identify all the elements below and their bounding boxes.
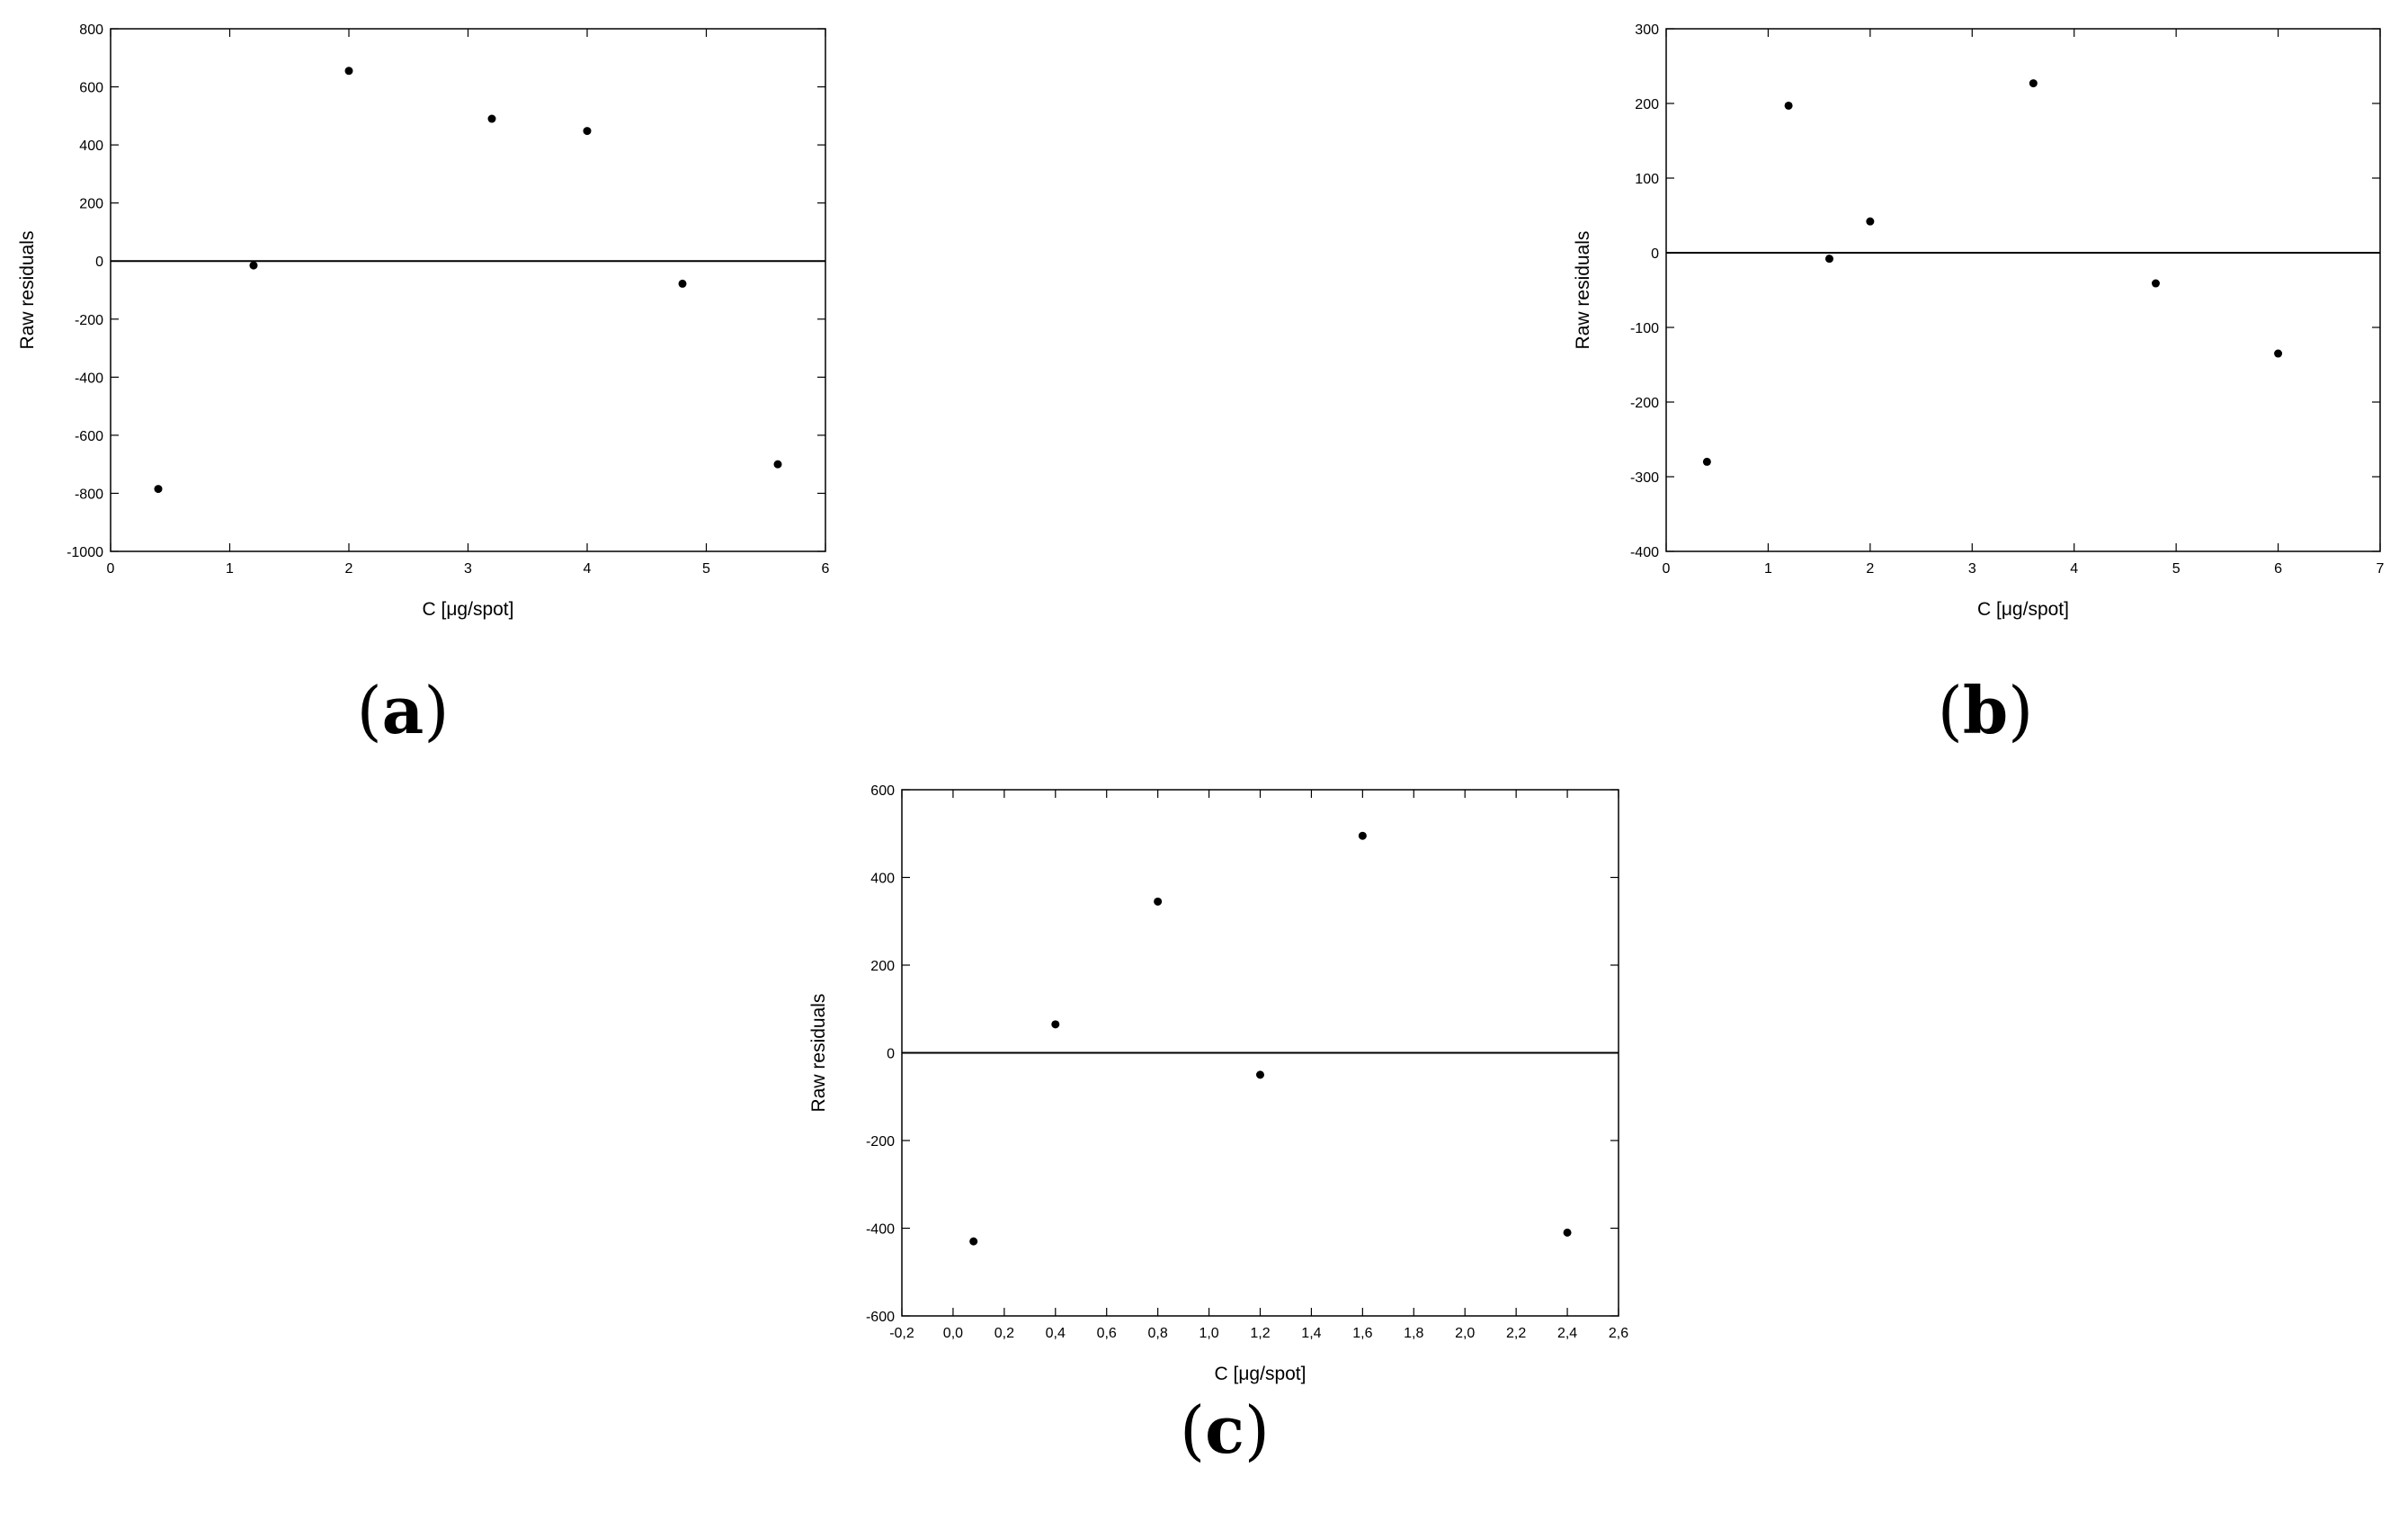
y-tick-label: -1000 bbox=[67, 545, 103, 560]
y-tick-label: -300 bbox=[1630, 470, 1659, 486]
x-tick-label: 0,8 bbox=[1148, 1326, 1168, 1341]
y-tick-label: 0 bbox=[1651, 246, 1659, 262]
y-tick-label: 800 bbox=[79, 22, 103, 38]
x-axis-label: C [μg/spot] bbox=[1215, 1364, 1307, 1384]
x-tick-label: 6 bbox=[2274, 561, 2282, 577]
data-point bbox=[1051, 1020, 1060, 1029]
y-tick-label: 200 bbox=[870, 959, 895, 974]
y-axis-label: Raw residuals bbox=[808, 994, 829, 1113]
x-tick-label: 2,2 bbox=[1506, 1326, 1526, 1341]
y-tick-label: -400 bbox=[75, 371, 103, 386]
data-point bbox=[2151, 279, 2160, 288]
data-point bbox=[1358, 831, 1367, 840]
data-point bbox=[583, 127, 592, 136]
x-tick-label: 0,6 bbox=[1097, 1326, 1117, 1341]
y-tick-label: -200 bbox=[1630, 396, 1659, 411]
data-point bbox=[1702, 457, 1711, 466]
y-tick-label: -600 bbox=[75, 429, 103, 444]
x-tick-label: 4 bbox=[2070, 561, 2078, 577]
x-tick-label: 1 bbox=[226, 561, 234, 577]
data-point bbox=[1866, 217, 1875, 226]
data-point bbox=[1784, 101, 1793, 110]
x-tick-label: 1,6 bbox=[1352, 1326, 1372, 1341]
x-axis-label: C [μg/spot] bbox=[1977, 599, 2069, 620]
y-tick-label: 100 bbox=[1635, 172, 1659, 187]
y-tick-label: 200 bbox=[79, 197, 103, 212]
x-tick-label: 1,0 bbox=[1199, 1326, 1218, 1341]
data-point bbox=[1824, 255, 1833, 264]
y-tick-label: 400 bbox=[79, 139, 103, 154]
chart-panel-b: 0 1 2 3 4 5 6 7 -400 -300 -200 -100 0 100 200 300 C [μg/… bbox=[1573, 22, 2385, 748]
y-tick-label: 200 bbox=[1635, 97, 1659, 112]
data-point bbox=[1256, 1070, 1264, 1079]
x-tick-label: 2 bbox=[345, 561, 353, 577]
x-tick-label: 0 bbox=[1663, 561, 1671, 577]
y-tick-label: -100 bbox=[1630, 321, 1659, 336]
y-tick-label: 300 bbox=[1635, 22, 1659, 38]
x-tick-label: 1,2 bbox=[1250, 1326, 1270, 1341]
x-tick-label: 3 bbox=[1968, 561, 1976, 577]
y-tick-label: -400 bbox=[866, 1222, 895, 1238]
chart-panel-c: -0,2 0,0 0,2 0,4 0,6 0,8 1,0 1,2 1,4 1,6 1,8 2,0 2,2… bbox=[808, 783, 1628, 1468]
panel-label: (c) bbox=[1180, 1391, 1270, 1468]
x-axis-label: C [μg/spot] bbox=[423, 599, 514, 620]
x-tick-label: 6 bbox=[822, 561, 830, 577]
x-tick-label: 0 bbox=[107, 561, 115, 577]
data-point bbox=[249, 261, 258, 270]
data-point bbox=[1154, 897, 1163, 906]
x-tick-label: 3 bbox=[464, 561, 472, 577]
plot-frame bbox=[110, 28, 826, 552]
x-tick-label: 2,0 bbox=[1455, 1326, 1475, 1341]
panel-label: (b) bbox=[1938, 672, 2034, 748]
plot-frame bbox=[1665, 28, 2381, 552]
data-point bbox=[1563, 1228, 1572, 1237]
x-tick-label: 0,0 bbox=[943, 1326, 963, 1341]
x-tick-label: 0,4 bbox=[1046, 1326, 1066, 1341]
x-tick-label: 2,4 bbox=[1557, 1326, 1577, 1341]
panels: 0 1 2 3 4 5 6-1000-800-600-400-200020040060080… bbox=[17, 22, 2385, 1468]
y-tick-label: -200 bbox=[866, 1134, 895, 1150]
y-tick-label: -200 bbox=[75, 313, 103, 328]
x-tick-label: 4 bbox=[584, 561, 592, 577]
x-tick-label: 5 bbox=[2172, 561, 2181, 577]
y-tick-label: 600 bbox=[79, 81, 103, 96]
y-tick-label: -400 bbox=[1630, 545, 1659, 560]
x-tick-label: -0,2 bbox=[889, 1326, 914, 1341]
y-tick-label: 400 bbox=[870, 872, 895, 887]
y-axis-label: Raw residuals bbox=[17, 231, 38, 350]
data-point bbox=[678, 279, 687, 288]
x-tick-label: 5 bbox=[702, 561, 710, 577]
data-point bbox=[344, 67, 353, 76]
y-tick-label: -800 bbox=[75, 487, 103, 502]
data-point bbox=[773, 460, 782, 469]
data-point bbox=[969, 1237, 978, 1246]
panel-label: (a) bbox=[357, 672, 450, 748]
y-tick-label: 0 bbox=[887, 1047, 895, 1062]
x-tick-label: 2,6 bbox=[1609, 1326, 1628, 1341]
x-tick-label: 0,2 bbox=[994, 1326, 1014, 1341]
chart-panel-a: 0 1 2 3 4 5 6 -1000 -800 -600 -400 -200 0 200 400 600 80… bbox=[17, 22, 830, 748]
data-point bbox=[2029, 79, 2038, 88]
x-tick-label: 7 bbox=[2377, 561, 2385, 577]
y-axis-label: Raw residuals bbox=[1573, 231, 1593, 350]
x-tick-label: 2 bbox=[1866, 561, 1874, 577]
y-tick-label: 600 bbox=[870, 783, 895, 799]
data-point bbox=[2274, 349, 2283, 358]
x-tick-label: 1,4 bbox=[1301, 1326, 1321, 1341]
x-tick-label: 1 bbox=[1764, 561, 1772, 577]
data-point bbox=[487, 114, 496, 123]
x-tick-label: 1,8 bbox=[1404, 1326, 1423, 1341]
data-point bbox=[154, 485, 163, 494]
y-tick-label: -600 bbox=[866, 1310, 895, 1325]
y-tick-label: 0 bbox=[95, 255, 103, 270]
